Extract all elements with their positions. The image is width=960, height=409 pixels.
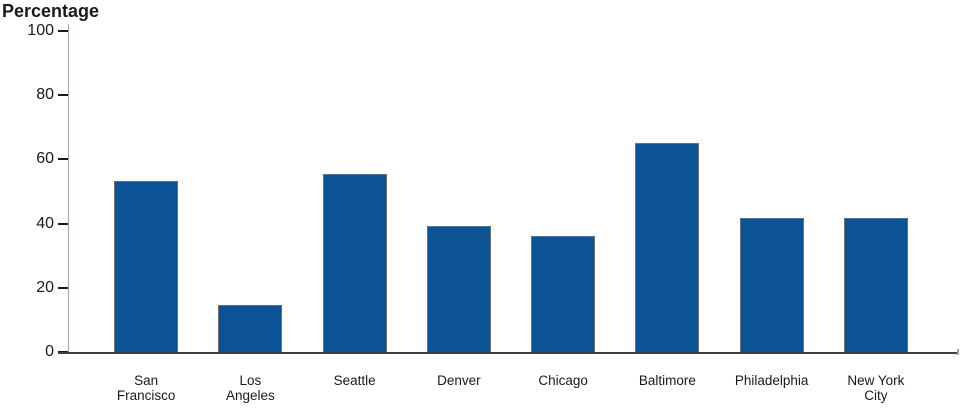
y-tick-mark [58, 286, 68, 289]
bar [218, 305, 283, 352]
bars-group [68, 31, 958, 352]
x-axis-label: Philadelphia [734, 373, 809, 388]
bar [531, 236, 596, 352]
bar [739, 218, 804, 352]
bar [322, 174, 387, 352]
bar [426, 225, 491, 352]
x-axis-label: San Francisco [116, 373, 176, 403]
x-axis-line [58, 352, 958, 354]
x-axis-label: Denver [437, 373, 481, 388]
y-tick-label: 40 [36, 214, 54, 232]
y-tick-label: 0 [45, 343, 54, 360]
plot-area: 0 20 40 60 80 100 San Francisco Los Angeles Sea… [27, 23, 959, 403]
y-axis-line [68, 24, 69, 352]
bar [635, 143, 700, 352]
bar [114, 180, 179, 352]
x-axis-endcap [957, 349, 959, 355]
y-tick-mark [58, 222, 68, 225]
x-axis-label: Seattle [333, 373, 376, 388]
y-tick-label: 80 [36, 86, 54, 104]
y-axis-title: Percentage [2, 1, 100, 21]
y-tick-mark [58, 94, 68, 97]
x-axis-label: Los Angeles [225, 373, 275, 403]
x-axis-label: Chicago [538, 373, 588, 388]
y-tick-label: 100 [27, 22, 54, 39]
y-tick-mark [58, 158, 68, 161]
x-axis-label: New York City [847, 373, 905, 403]
x-axis-labels: San Francisco Los Angeles Seattle Denver Chi… [68, 373, 958, 409]
y-tick-label: 20 [36, 278, 54, 296]
y-tick-label: 60 [36, 150, 54, 168]
y-tick-mark [58, 30, 68, 32]
x-axis-label: Baltimore [638, 373, 696, 388]
bar [843, 218, 908, 352]
